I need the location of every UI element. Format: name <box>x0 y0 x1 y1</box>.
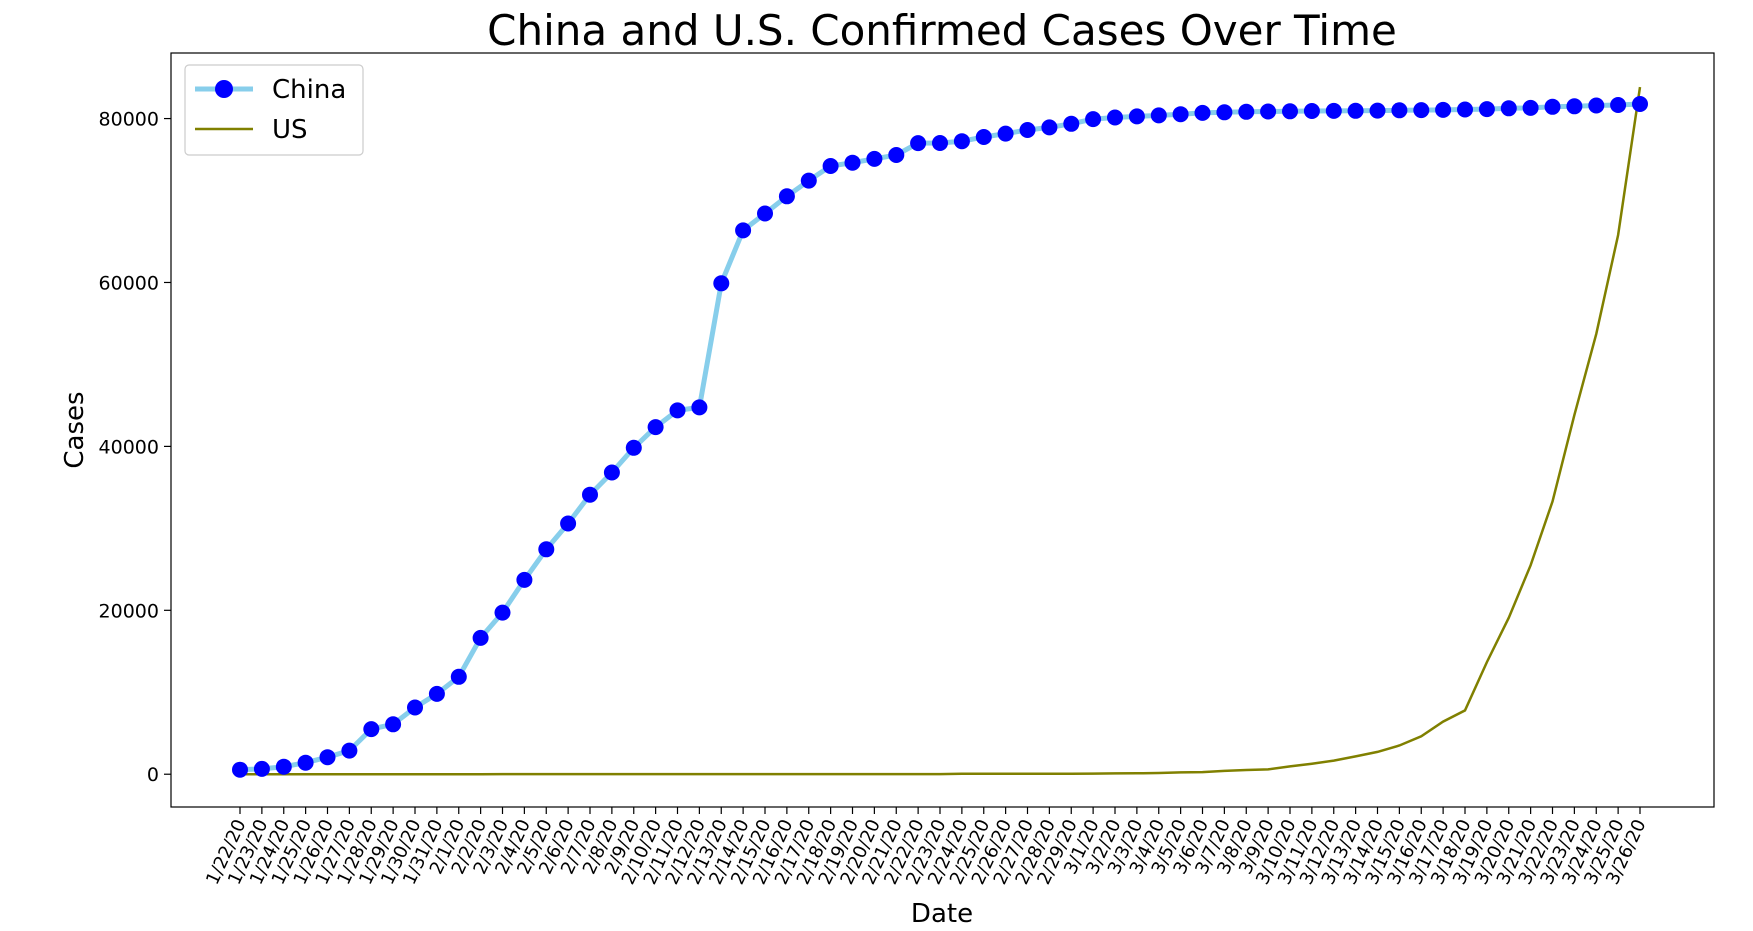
china-point <box>669 402 686 419</box>
china-point <box>822 158 839 174</box>
china-point <box>713 275 730 292</box>
china-point <box>494 604 511 621</box>
china-point <box>341 742 358 759</box>
china-point <box>953 133 970 150</box>
legend-us-label: US <box>272 115 308 145</box>
y-tick-label: 60000 <box>99 272 159 294</box>
china-point <box>275 758 292 775</box>
china-point <box>1435 101 1452 118</box>
china-point <box>407 699 423 716</box>
china-point <box>844 154 861 171</box>
china-point <box>1019 122 1036 138</box>
china-point <box>603 464 620 481</box>
series-us-line <box>240 86 1642 776</box>
china-point <box>1544 98 1561 115</box>
y-axis: 0 20000 40000 60000 80000 <box>99 109 171 786</box>
china-point <box>1522 99 1539 116</box>
china-point <box>888 147 905 163</box>
china-point <box>1216 104 1233 121</box>
china-point <box>450 668 467 685</box>
china-point <box>866 150 883 167</box>
china-point <box>385 716 402 733</box>
china-point <box>253 760 270 777</box>
y-axis-label: Cases <box>60 391 90 468</box>
china-point <box>1325 102 1342 119</box>
china-point <box>1457 101 1473 118</box>
china-point <box>232 761 248 778</box>
china-point <box>1369 102 1386 119</box>
china-point <box>560 515 577 532</box>
china-point <box>910 135 927 152</box>
china-point <box>582 486 598 503</box>
china-point <box>647 419 664 436</box>
china-point <box>800 172 817 189</box>
china-point <box>757 205 773 222</box>
china-point <box>363 721 380 738</box>
y-tick-label: 40000 <box>99 436 159 458</box>
china-point <box>472 629 489 646</box>
x-axis-label: Date <box>911 899 973 929</box>
china-point <box>735 222 752 239</box>
china-point <box>1632 96 1648 112</box>
china-point <box>1500 100 1517 117</box>
china-point <box>1566 98 1583 115</box>
legend-china-marker <box>215 80 233 98</box>
china-point <box>428 685 445 702</box>
series-layer <box>232 86 1648 778</box>
china-point <box>1238 103 1255 120</box>
china-point <box>1085 111 1102 128</box>
china-point <box>1260 103 1277 120</box>
x-axis: 1/22/201/23/201/24/201/25/201/26/201/27/… <box>202 807 1651 888</box>
china-point <box>975 129 992 145</box>
y-tick-label: 0 <box>147 764 159 786</box>
china-point <box>1391 102 1408 119</box>
china-point <box>625 439 642 456</box>
china-point <box>1194 104 1211 121</box>
legend: China US <box>184 64 364 156</box>
y-tick-label: 20000 <box>99 600 159 622</box>
china-point <box>319 749 336 766</box>
china-point <box>1282 103 1298 120</box>
legend-china-label: China <box>272 75 346 105</box>
china-point <box>516 571 533 588</box>
china-point <box>997 125 1014 142</box>
china-point <box>1347 102 1364 119</box>
china-point <box>1172 106 1189 123</box>
china-point <box>1128 108 1145 125</box>
china-point <box>1478 101 1495 118</box>
china-point <box>1413 102 1430 119</box>
china-point <box>691 399 708 416</box>
china-point <box>1041 119 1058 136</box>
china-point <box>1063 115 1080 132</box>
chart-title: China and U.S. Confirmed Cases Over Time <box>487 6 1397 55</box>
china-point <box>1150 107 1167 124</box>
china-point <box>1588 97 1605 114</box>
china-point <box>1303 103 1320 119</box>
y-tick-label: 80000 <box>99 109 159 131</box>
china-point <box>932 135 948 151</box>
china-point <box>538 541 555 558</box>
china-point <box>1610 97 1627 113</box>
china-point <box>1107 109 1123 126</box>
china-point <box>297 754 314 771</box>
china-point <box>778 188 795 205</box>
plot-area-frame <box>170 52 1715 808</box>
